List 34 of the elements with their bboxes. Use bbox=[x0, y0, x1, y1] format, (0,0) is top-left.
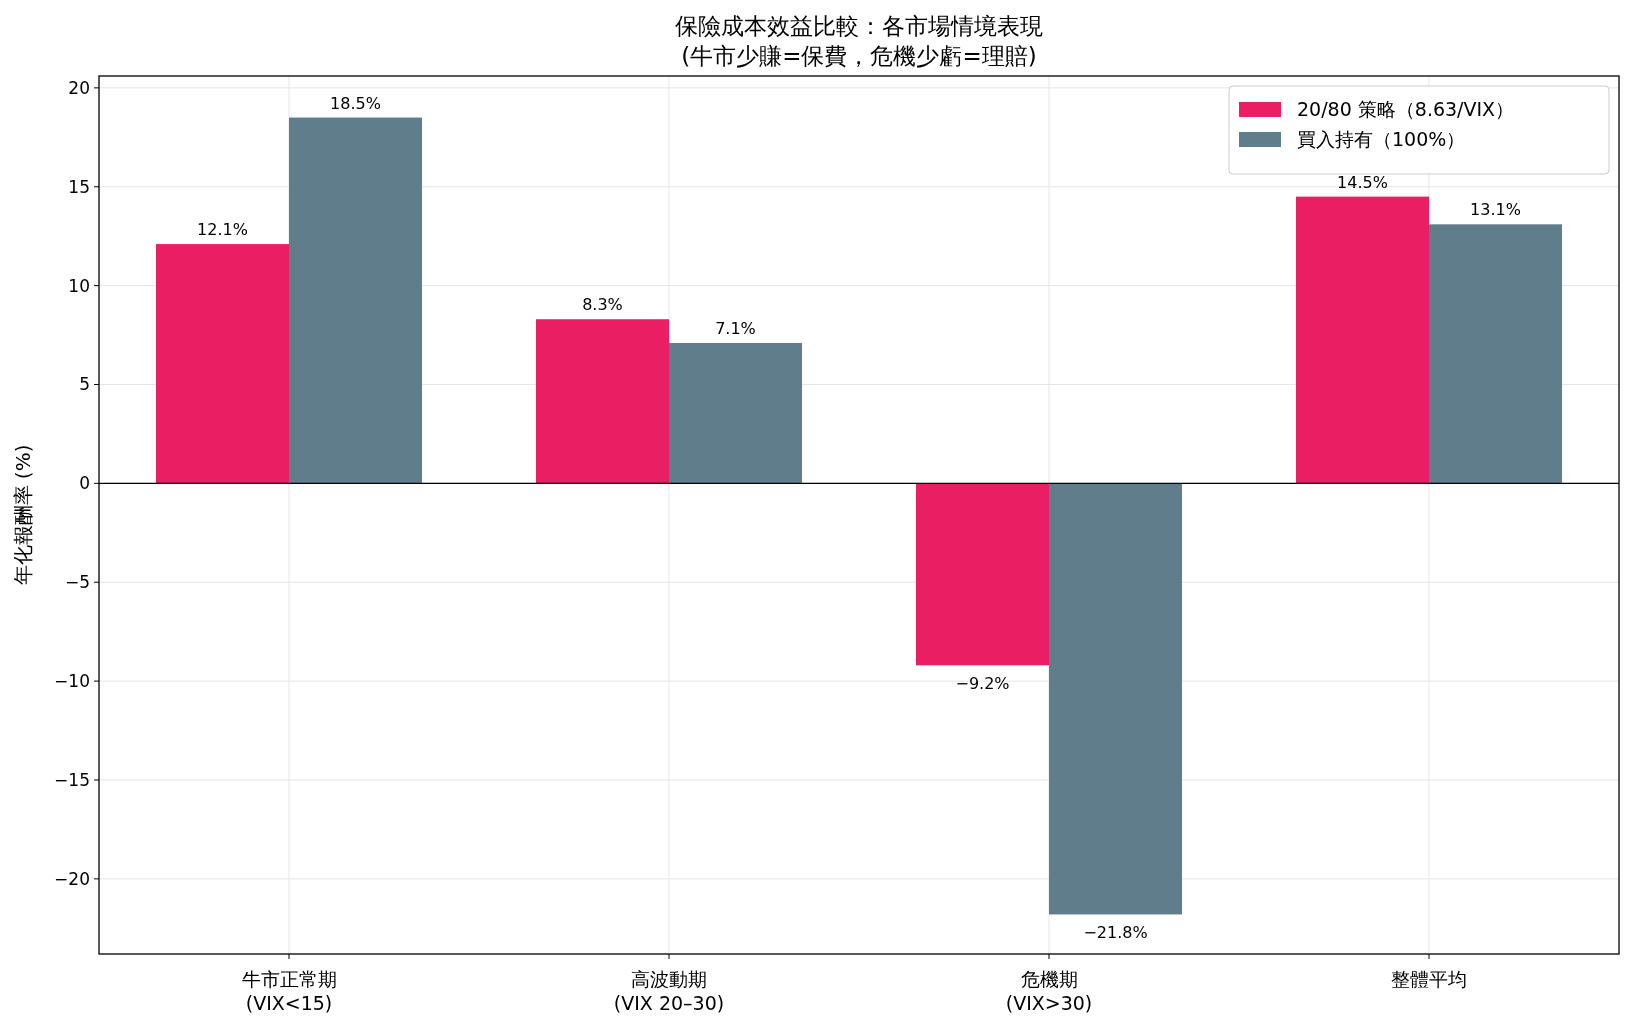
data-label: −21.8% bbox=[1083, 923, 1148, 943]
y-tick-label: 10 bbox=[68, 275, 90, 296]
bar bbox=[1429, 224, 1562, 484]
data-label: 12.1% bbox=[197, 220, 248, 240]
bar bbox=[1049, 483, 1182, 915]
chart-subtitle: (牛市少賺=保費，危機少虧=理賠) bbox=[681, 43, 1037, 69]
bar bbox=[669, 342, 802, 484]
bar bbox=[156, 244, 289, 484]
y-axis-title: 年化報酬率 (%) bbox=[11, 444, 35, 586]
data-label: 18.5% bbox=[330, 93, 381, 113]
y-tick-label: −5 bbox=[64, 572, 90, 593]
x-tick-label: 整體平均 bbox=[1391, 968, 1467, 990]
data-label: 7.1% bbox=[715, 318, 756, 338]
x-tick-label: 危機期 (VIX>30) bbox=[1005, 968, 1093, 1014]
y-tick-label: −20 bbox=[54, 868, 90, 889]
y-tick-label: −15 bbox=[54, 769, 90, 790]
data-label: 14.5% bbox=[1337, 172, 1388, 192]
y-tick-label: −10 bbox=[54, 671, 90, 692]
x-tick-label: 高波動期 (VIX 20–30) bbox=[613, 968, 725, 1014]
y-tick-label: 20 bbox=[68, 77, 90, 98]
legend-label: 20/80 策略（8.63/VIX） bbox=[1297, 98, 1515, 120]
data-label: −9.2% bbox=[955, 674, 1010, 694]
y-tick-label: 15 bbox=[68, 176, 90, 197]
x-tick-label: 牛市正常期 (VIX<15) bbox=[241, 968, 337, 1014]
y-tick-label: 5 bbox=[79, 374, 90, 395]
data-label: 13.1% bbox=[1470, 200, 1521, 220]
bar bbox=[916, 483, 1049, 666]
bar bbox=[289, 117, 422, 484]
y-tick-label: 0 bbox=[79, 473, 90, 494]
bar bbox=[1296, 196, 1429, 484]
data-label: 8.3% bbox=[582, 295, 623, 315]
bar bbox=[536, 319, 669, 484]
chart-title: 保險成本效益比較：各市場情境表現 bbox=[675, 13, 1043, 39]
legend-label: 買入持有（100%） bbox=[1297, 128, 1466, 150]
